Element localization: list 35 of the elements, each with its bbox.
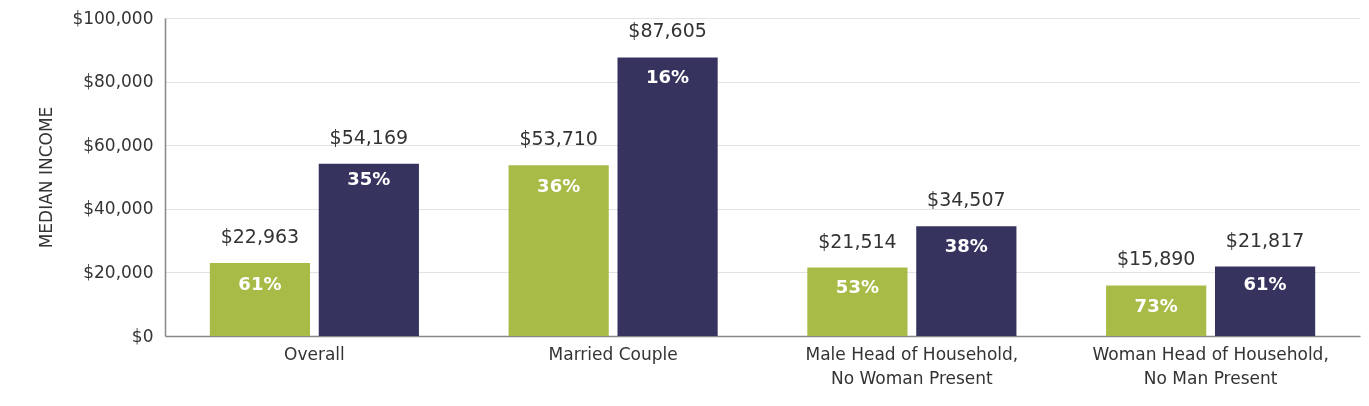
y-tick-label: $100,000 xyxy=(72,7,154,28)
bar xyxy=(508,165,609,336)
bar xyxy=(617,57,718,336)
y-tick-label: $60,000 xyxy=(83,134,154,155)
bar xyxy=(916,226,1017,336)
annotation: 73% xyxy=(1134,295,1178,317)
x-tick-label: Woman Head of Household, No Man Present xyxy=(1092,343,1329,388)
data-label: $87,605 xyxy=(628,19,707,42)
annotation: 61% xyxy=(1243,273,1287,295)
data-label: $34,507 xyxy=(927,188,1006,211)
annotation: 16% xyxy=(646,66,690,88)
bar xyxy=(1106,285,1207,336)
data-label: $22,963 xyxy=(220,224,300,247)
bar xyxy=(318,163,419,336)
annotation: 36% xyxy=(537,174,581,196)
data-label: $21,514 xyxy=(818,229,897,252)
y-tick-label: $20,000 xyxy=(83,261,154,282)
data-label: $53,710 xyxy=(519,127,598,150)
y-tick-label: $0 xyxy=(131,325,154,346)
x-tick-label: Male Head of Household, No Woman Present xyxy=(805,343,1019,388)
bar xyxy=(1214,266,1316,336)
annotation: 53% xyxy=(835,276,879,298)
annotation: 35% xyxy=(347,168,391,190)
x-tick-label: Married Couple xyxy=(548,343,678,364)
y-tick-label: $40,000 xyxy=(83,198,154,219)
data-label: $54,169 xyxy=(329,125,409,148)
bar xyxy=(209,262,311,336)
data-label: $15,890 xyxy=(1116,247,1196,270)
y-tick-label: $80,000 xyxy=(83,71,154,92)
bar xyxy=(807,267,908,336)
data-label: $21,817 xyxy=(1225,228,1305,251)
annotation: 38% xyxy=(944,234,988,256)
y-axis-title: MEDIAN INCOME xyxy=(36,106,57,249)
x-tick-label: Overall xyxy=(283,343,345,364)
annotation: 61% xyxy=(238,273,282,295)
